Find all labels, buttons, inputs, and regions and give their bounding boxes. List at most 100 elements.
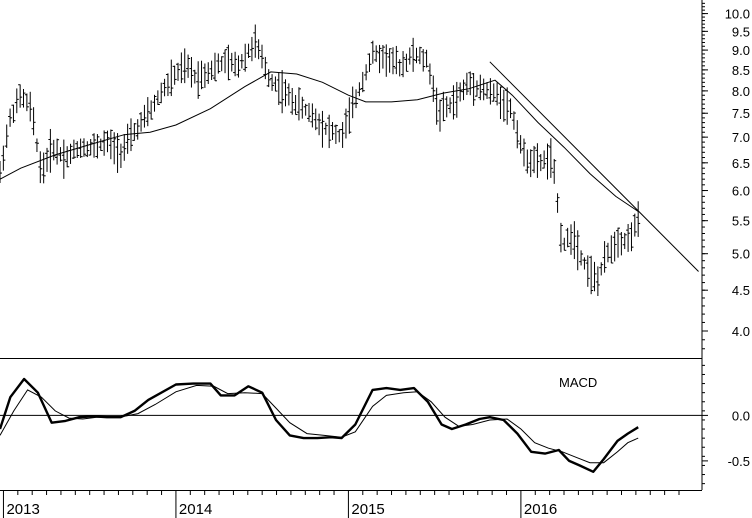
price-bar — [491, 83, 496, 102]
price-bar — [135, 119, 140, 140]
price-bar — [515, 120, 520, 149]
price-bar — [28, 91, 33, 122]
price-bar — [149, 100, 154, 120]
price-bar — [41, 152, 46, 184]
price-bar — [216, 53, 221, 74]
price-bar — [253, 24, 258, 58]
time-axis: 2013 2014 2015 2016 — [2, 490, 680, 518]
price-bar — [632, 213, 637, 237]
price-bar — [236, 55, 241, 78]
price-bar — [350, 86, 355, 119]
price-bar — [303, 103, 308, 116]
price-bar — [145, 97, 150, 127]
price-bar — [243, 43, 248, 72]
price-bar — [115, 133, 120, 173]
price-bar — [397, 59, 402, 77]
price-bar — [374, 45, 379, 63]
price-bar — [424, 49, 429, 68]
price-bar — [179, 52, 184, 84]
price-bar — [212, 52, 217, 82]
price-bar — [612, 231, 617, 262]
price-bar — [270, 74, 275, 91]
price-bar — [518, 135, 523, 154]
price-tick-label: 5.5 — [732, 214, 750, 229]
price-bar — [401, 51, 406, 78]
price-bar — [380, 44, 385, 69]
price-bar — [471, 73, 476, 106]
price-bar — [417, 46, 422, 65]
price-bar — [394, 45, 399, 75]
price-bar — [239, 54, 244, 69]
macd-axis-ticks: -0.5 0.0 — [702, 364, 750, 485]
price-bar — [313, 108, 318, 131]
price-bar — [609, 235, 614, 264]
price-bar — [347, 97, 352, 134]
price-bar — [233, 51, 238, 77]
price-bar — [360, 71, 365, 93]
price-bar — [152, 94, 157, 112]
price-bar — [38, 151, 43, 184]
price-bar — [498, 86, 503, 120]
price-bar — [552, 158, 557, 184]
price-bar — [296, 87, 301, 121]
year-tick-label: 2013 — [6, 501, 39, 518]
price-bar — [478, 74, 483, 101]
price-bar — [128, 118, 133, 152]
price-bar — [266, 69, 271, 88]
price-bar — [165, 73, 170, 97]
price-axis-ticks: 4.0 4.5 5.0 5.5 6.0 6.5 7.0 7.5 8.0 8.5 9.0 9.5 10.0 — [702, 2, 750, 350]
macd-panel: MACD -0.5 0.0 — [0, 364, 750, 485]
price-bar — [0, 160, 2, 183]
price-bar — [384, 44, 389, 77]
year-tick-label: 2014 — [179, 501, 212, 518]
price-bar — [619, 231, 624, 256]
price-bar — [525, 149, 530, 174]
price-bar — [209, 60, 214, 80]
price-bar — [199, 60, 204, 90]
price-bar — [219, 56, 224, 72]
price-bar — [320, 110, 325, 148]
price-bar — [572, 221, 577, 260]
price-bar — [364, 64, 369, 81]
price-bar — [582, 257, 587, 270]
price-bar — [532, 145, 537, 174]
price-bar — [310, 103, 315, 128]
price-bar — [172, 65, 177, 85]
price-bar — [438, 99, 443, 132]
price-bar — [585, 255, 590, 287]
price-tick-label: 5.0 — [732, 247, 750, 262]
price-bar — [626, 223, 631, 252]
price-bar — [192, 69, 197, 84]
price-bar — [98, 138, 103, 152]
price-bar — [441, 91, 446, 122]
price-bar — [206, 62, 211, 84]
price-bar — [283, 79, 288, 107]
price-bar — [223, 49, 228, 74]
price-bar — [202, 63, 207, 88]
price-bar — [196, 61, 201, 99]
price-bar — [407, 47, 412, 65]
price-bar — [317, 113, 322, 136]
price-bar — [354, 89, 359, 109]
price-bar — [367, 53, 372, 72]
price-bar — [377, 44, 382, 74]
price-bar — [81, 138, 86, 157]
price-bar — [592, 261, 597, 292]
price-bar — [427, 63, 432, 85]
price-bar — [555, 193, 560, 213]
price-bar — [485, 82, 490, 99]
price-bar — [414, 47, 419, 64]
price-bar — [330, 122, 335, 140]
price-bar — [229, 52, 234, 72]
price-bar — [24, 93, 29, 112]
price-bar — [542, 150, 547, 169]
price-bar — [343, 108, 348, 139]
price-bar — [421, 49, 426, 72]
price-bar — [323, 122, 328, 135]
price-bar — [58, 147, 63, 162]
price-bar — [565, 227, 570, 248]
price-bar — [48, 128, 53, 173]
price-bar — [357, 82, 362, 97]
price-bar — [249, 36, 254, 62]
price-bar — [629, 222, 634, 252]
